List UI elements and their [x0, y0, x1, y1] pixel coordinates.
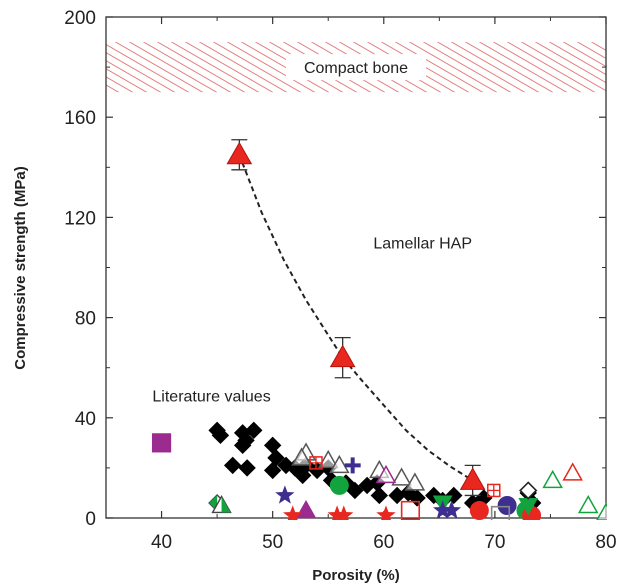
literature-series — [151, 421, 607, 520]
literature-point — [263, 436, 282, 455]
x-tick-label: 50 — [262, 532, 283, 553]
literature-point — [375, 464, 397, 484]
literature-point — [263, 461, 282, 480]
lamellar-hap-point — [329, 344, 356, 368]
literature-point — [151, 433, 172, 453]
literature-point — [400, 500, 421, 520]
literature-point — [334, 505, 354, 520]
y-tick-label: 120 — [64, 208, 96, 229]
compact-bone-label: Compact bone — [304, 60, 408, 77]
lamellar-hap-series — [226, 139, 486, 497]
literature-point — [211, 495, 232, 514]
literature-point — [497, 495, 517, 515]
lamellar-hap-point — [459, 467, 486, 490]
compact-bone-label-bg — [286, 54, 426, 81]
x-axis-title: Porosity (%) — [312, 567, 400, 584]
lamellar-hap-point — [226, 141, 253, 165]
y-tick-label: 200 — [64, 8, 96, 29]
literature-point — [223, 456, 242, 475]
literature-point — [596, 502, 607, 520]
y-tick-label: 0 — [85, 509, 96, 530]
annotation-lamellar-hap: Lamellar HAP — [373, 235, 472, 252]
literature-point — [293, 466, 312, 485]
y-tick-label: 160 — [64, 108, 96, 129]
literature-point — [238, 459, 256, 477]
literature-point — [577, 494, 599, 514]
literature-point — [275, 485, 295, 504]
literature-point — [404, 472, 426, 491]
literature-point — [245, 421, 263, 440]
literature-point — [441, 500, 462, 519]
y-axis: 0 40 80 120 160 200 — [64, 8, 606, 530]
literature-point — [370, 486, 389, 505]
literature-point — [317, 449, 339, 469]
literature-point — [233, 436, 252, 455]
literature-point — [376, 505, 396, 520]
x-tick-label: 70 — [484, 532, 505, 553]
literature-point — [490, 505, 511, 520]
literature-point — [211, 426, 230, 445]
literature-point — [295, 499, 317, 519]
annotation-literature-values: Literature values — [152, 388, 270, 405]
y-axis-title: Compressive strength (MPa) — [12, 166, 29, 369]
literature-point — [346, 481, 364, 500]
literature-point — [291, 447, 312, 466]
literature-point — [542, 469, 563, 489]
literature-point — [487, 483, 501, 498]
x-tick-label: 80 — [595, 532, 616, 553]
literature-point — [329, 475, 349, 495]
plot-frame — [105, 16, 607, 519]
literature-point — [391, 467, 412, 486]
x-axis: 40 50 60 70 80 — [105, 17, 617, 553]
literature-point — [469, 500, 489, 520]
y-tick-label: 80 — [75, 309, 96, 330]
literature-point — [519, 481, 538, 500]
literature-point — [329, 454, 350, 474]
x-tick-label: 40 — [151, 532, 172, 553]
literature-point — [562, 462, 583, 481]
x-tick-label: 60 — [373, 532, 394, 553]
literature-point — [344, 457, 361, 474]
literature-point — [309, 456, 323, 470]
literature-point — [283, 505, 303, 520]
y-tick-label: 40 — [75, 409, 96, 430]
lamellar-hap-trend-line — [238, 154, 474, 482]
